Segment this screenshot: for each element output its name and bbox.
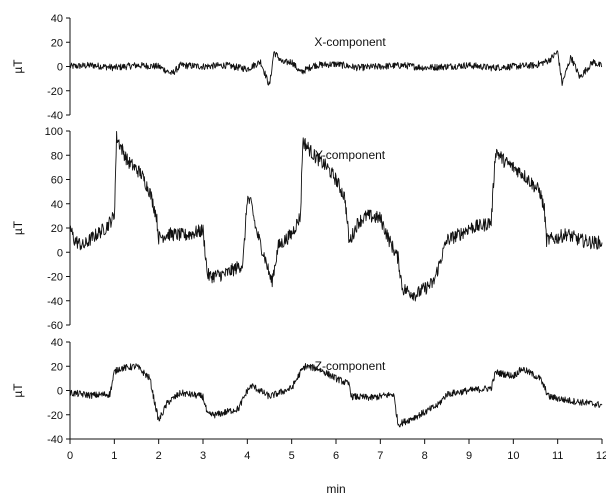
x-tick-label: 7 — [377, 450, 383, 462]
x-tick-label: 1 — [111, 450, 117, 462]
y-tick-label: 0 — [57, 247, 63, 259]
y-axis-label: µT — [11, 383, 25, 398]
x-tick-label: 3 — [200, 450, 206, 462]
x-tick-label: 6 — [333, 450, 339, 462]
series-line-1 — [70, 51, 602, 86]
x-axis-label: min — [326, 482, 345, 496]
x-tick-label: 9 — [466, 450, 472, 462]
panel-1: -40 -20 0 20 40 µT X-component — [11, 13, 602, 122]
y-tick-label: -20 — [47, 272, 63, 284]
y-tick-label: -60 — [47, 320, 63, 332]
x-tick-label: 11 — [552, 450, 563, 462]
y-axis-label: µT — [11, 220, 25, 235]
y-tick-label: 20 — [51, 37, 63, 49]
y-axis-label: µT — [11, 59, 25, 74]
y-tick-label: 80 — [51, 150, 63, 162]
y-tick-label: 0 — [57, 62, 63, 74]
panel-title: Z-component — [315, 359, 386, 373]
x-tick-label: 10 — [507, 450, 519, 462]
x-tick-label: 2 — [156, 450, 162, 462]
y-tick-label: 20 — [51, 223, 63, 235]
y-tick-label: 100 — [45, 126, 63, 138]
y-tick-label: -40 — [47, 434, 63, 446]
y-tick-label: 20 — [51, 361, 63, 373]
x-tick-label: 12 — [596, 450, 606, 462]
x-tick-label: 8 — [422, 450, 428, 462]
y-tick-label: 60 — [51, 175, 63, 187]
y-tick-label: -40 — [47, 110, 63, 122]
x-tick-label: 4 — [244, 450, 250, 462]
y-tick-label: -20 — [47, 410, 63, 422]
x-tick-label: 0 — [67, 450, 73, 462]
series-line-3 — [70, 364, 602, 427]
y-tick-label: -40 — [47, 296, 63, 308]
y-tick-label: -20 — [47, 86, 63, 98]
y-tick-label: 40 — [51, 199, 63, 211]
y-tick-label: 40 — [51, 13, 63, 25]
x-tick-label: 5 — [289, 450, 295, 462]
y-tick-label: 0 — [57, 386, 63, 398]
y-tick-label: 40 — [51, 337, 63, 349]
panel-title: X-component — [314, 35, 386, 49]
